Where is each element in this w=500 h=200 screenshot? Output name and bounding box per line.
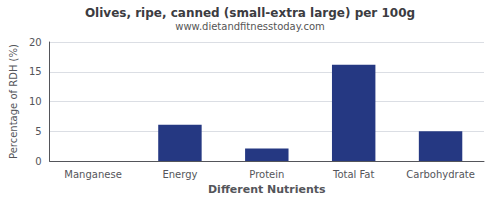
- svg-text:Manganese: Manganese: [64, 169, 121, 180]
- svg-text:5: 5: [35, 126, 41, 137]
- svg-text:Olives, ripe, canned (small-ex: Olives, ripe, canned (small-extra large)…: [85, 6, 415, 20]
- svg-text:Total Fat: Total Fat: [332, 169, 374, 180]
- svg-text:Protein: Protein: [249, 169, 284, 180]
- svg-text:0: 0: [35, 156, 41, 167]
- svg-text:15: 15: [29, 66, 42, 77]
- svg-text:Percentage of RDH (%): Percentage of RDH (%): [8, 44, 19, 159]
- svg-text:20: 20: [29, 37, 42, 48]
- svg-text:Different Nutrients: Different Nutrients: [208, 183, 326, 196]
- svg-text:www.dietandfitnesstoday.com: www.dietandfitnesstoday.com: [175, 21, 324, 32]
- svg-text:Carbohydrate: Carbohydrate: [406, 169, 475, 180]
- svg-text:Energy: Energy: [162, 169, 197, 180]
- svg-text:10: 10: [29, 96, 42, 107]
